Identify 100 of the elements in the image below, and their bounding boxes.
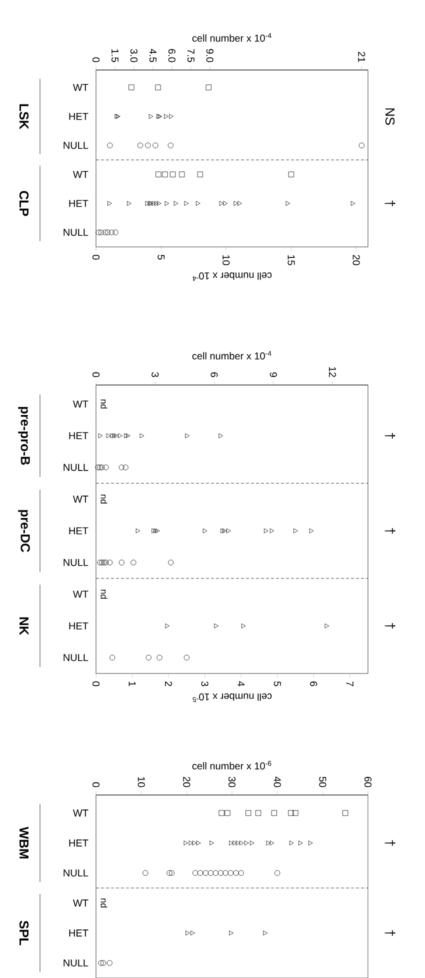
point (185, 433, 190, 438)
text: † (384, 840, 396, 846)
x2-tick-label: 40 (274, 776, 281, 788)
x-tick-label: 2 (165, 682, 172, 686)
x-tick-label: 5 (274, 681, 281, 686)
x2-tick-label: 3 (152, 372, 159, 378)
point (186, 930, 190, 936)
point (229, 840, 234, 846)
point (308, 840, 313, 846)
point (184, 654, 190, 660)
point (292, 810, 298, 816)
text: SPL (19, 920, 29, 946)
point (222, 870, 228, 876)
point (238, 200, 242, 206)
y-tick-label: NULL (64, 654, 88, 662)
point (122, 464, 128, 470)
point (222, 528, 227, 534)
point (156, 654, 162, 660)
point (103, 560, 109, 566)
y-tick-label: HET (69, 840, 88, 846)
point (164, 114, 168, 119)
point (223, 200, 228, 206)
point (188, 840, 194, 846)
point (168, 560, 174, 566)
point (112, 230, 118, 236)
point (110, 654, 116, 660)
x2-tick-label: 12 (329, 367, 336, 377)
x-tick-label: 0 (92, 254, 100, 260)
point (190, 930, 195, 936)
point (110, 433, 115, 438)
point (156, 172, 162, 178)
x-tick-label: 20 (352, 254, 360, 266)
point (214, 623, 218, 628)
point (192, 840, 197, 846)
x2-axis-title: cell number x 10$^{-6}$ (192, 760, 272, 770)
text: NK (20, 617, 28, 636)
y-tick-label: HET (69, 930, 88, 936)
point (263, 930, 268, 936)
text: NS (385, 108, 395, 125)
y-tick-label: NULL (64, 559, 88, 566)
point (218, 433, 223, 438)
x2-tick-label: 7.5 (187, 49, 194, 62)
point (148, 114, 154, 119)
point (206, 84, 212, 90)
point (170, 172, 176, 178)
point (98, 230, 104, 236)
point (208, 870, 214, 876)
y-tick-label: WT (72, 810, 88, 816)
point (166, 870, 172, 876)
x2-tick-label: 3.0 (130, 48, 138, 62)
point (358, 142, 364, 148)
x2-tick-label: 6.0 (168, 49, 176, 62)
point (220, 528, 225, 534)
point (286, 200, 290, 206)
x-tick-label: 1 (128, 682, 136, 686)
point (98, 960, 104, 966)
point (342, 810, 348, 816)
x2-tick-label: 4.5 (149, 48, 156, 62)
x2-tick-label: 0 (92, 782, 100, 788)
point (96, 230, 102, 236)
point (212, 870, 218, 876)
y-tick-label: NULL (64, 228, 88, 236)
x2-tick-label: 10 (138, 777, 145, 788)
point (184, 200, 189, 206)
point (218, 810, 224, 816)
point (294, 528, 298, 534)
point (155, 84, 161, 90)
point (156, 528, 160, 534)
point (234, 200, 238, 206)
point (97, 560, 103, 566)
point (196, 200, 200, 206)
point (174, 200, 178, 206)
x2-tick-label: 60 (364, 776, 372, 788)
point (244, 840, 249, 846)
point (108, 200, 112, 206)
x-tick-label: 3 (201, 681, 208, 686)
point (289, 840, 294, 846)
y-tick-label: HET (69, 527, 88, 534)
x-axis-title: cell number x 10$^{-4}$ (192, 272, 272, 281)
point (126, 433, 130, 438)
x-axis-title: cell number x 10$^{-5}$ (192, 693, 272, 702)
text: nd (100, 400, 108, 408)
x2-tick-label: 1.5 (111, 49, 118, 62)
point (270, 840, 274, 846)
point (179, 172, 185, 178)
point (100, 960, 106, 966)
point (264, 528, 268, 534)
point (102, 230, 108, 236)
text: CLP (19, 190, 29, 216)
point (232, 840, 238, 846)
y-tick-label: HET (69, 432, 88, 440)
text: † (384, 528, 396, 534)
y-tick-label: WT (72, 170, 88, 178)
point (106, 960, 112, 966)
point (168, 142, 174, 148)
x2-tick-label: 0 (92, 57, 100, 62)
point (130, 560, 136, 566)
point (224, 810, 230, 816)
point (112, 433, 117, 438)
text: nd (100, 494, 108, 504)
